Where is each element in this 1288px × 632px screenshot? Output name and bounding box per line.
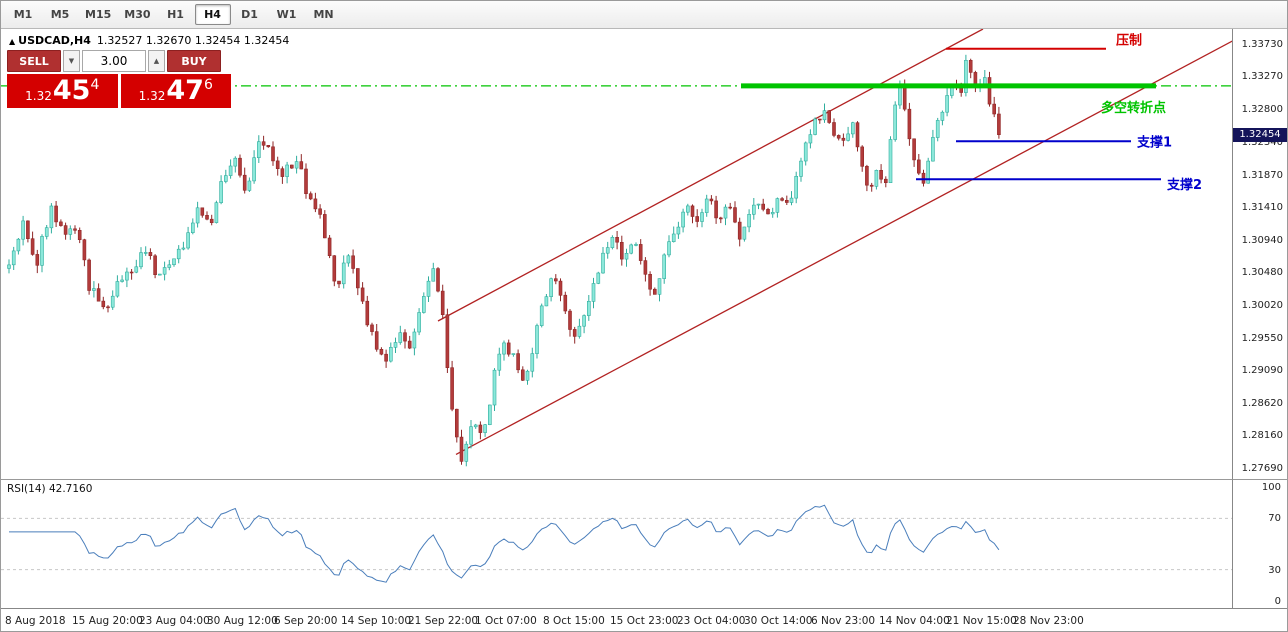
price-axis[interactable]: 1.33730 1.33270 1.32800 1.32340 1.31870 1.314… bbox=[1232, 29, 1287, 479]
buy-button[interactable]: BUY bbox=[167, 50, 221, 72]
symbol-direction-icon: ▲ bbox=[9, 37, 16, 46]
time-tick: 15 Oct 23:00 bbox=[610, 615, 679, 627]
time-tick: 15 Aug 20:00 bbox=[72, 615, 143, 627]
rsi-line bbox=[9, 504, 1000, 583]
price-tick: 1.31870 bbox=[1241, 170, 1283, 181]
price-tick: 1.30480 bbox=[1241, 267, 1283, 278]
bid-pip-digit: 4 bbox=[90, 77, 100, 93]
time-tick: 1 Oct 07:00 bbox=[475, 615, 537, 627]
resistance-label[interactable]: 压制 bbox=[1116, 33, 1142, 49]
bid-prefix: 1.32 bbox=[25, 89, 52, 103]
price-tick: 1.29550 bbox=[1241, 333, 1283, 344]
timeframe-m15[interactable]: M15 bbox=[85, 8, 112, 21]
timeframe-w1[interactable]: W1 bbox=[276, 8, 297, 21]
timeframe-h1[interactable]: H1 bbox=[167, 8, 184, 21]
price-tick: 1.31410 bbox=[1241, 202, 1283, 213]
price-tick: 1.33270 bbox=[1241, 71, 1283, 82]
timeframe-h4[interactable]: H4 bbox=[194, 4, 231, 25]
timeframe-mn[interactable]: MN bbox=[313, 8, 334, 21]
price-tick: 1.33730 bbox=[1241, 39, 1283, 50]
ask-pip-digit: 6 bbox=[203, 77, 213, 93]
support2-label[interactable]: 支撑2 bbox=[1166, 177, 1202, 193]
symbol-quotes: 1.32527 1.32670 1.32454 1.32454 bbox=[96, 34, 290, 47]
timeframe-d1[interactable]: D1 bbox=[241, 8, 258, 21]
time-tick: 14 Nov 04:00 bbox=[879, 615, 950, 627]
rsi-axis-tick: 100 bbox=[1261, 482, 1281, 493]
ask-prefix: 1.32 bbox=[138, 89, 166, 103]
sell-button[interactable]: SELL bbox=[7, 50, 61, 72]
rsi-chart-canvas[interactable] bbox=[1, 480, 1234, 608]
lot-increase-button[interactable]: ▲ bbox=[148, 50, 165, 72]
time-tick: 30 Aug 12:00 bbox=[207, 615, 278, 627]
ask-price-button[interactable]: 1.32 47 6 bbox=[120, 74, 231, 108]
symbol-header: ▲ USDCAD,H4 1.32527 1.32670 1.32454 1.3245… bbox=[9, 34, 289, 47]
time-tick: 8 Aug 2018 bbox=[5, 615, 66, 627]
price-tick: 1.29090 bbox=[1241, 365, 1283, 376]
timeframe-toolbar: M1 M5 M15 M30 H1 H4 D1 W1 MN bbox=[1, 1, 1287, 29]
lot-decrease-button[interactable]: ▼ bbox=[63, 50, 80, 72]
time-tick: 6 Nov 23:00 bbox=[811, 615, 876, 627]
time-tick: 23 Aug 04:00 bbox=[139, 615, 210, 627]
price-tick: 1.27690 bbox=[1241, 463, 1283, 474]
timeframe-m1[interactable]: M1 bbox=[13, 8, 33, 21]
time-tick: 14 Sep 10:00 bbox=[341, 615, 412, 627]
bid-big-digits: 45 bbox=[52, 75, 91, 106]
time-tick: 23 Oct 04:00 bbox=[677, 615, 746, 627]
timeframe-m30[interactable]: M30 bbox=[124, 8, 151, 21]
timeframe-m5[interactable]: M5 bbox=[50, 8, 70, 21]
price-tick: 1.28160 bbox=[1241, 430, 1283, 441]
time-tick: 28 Nov 23:00 bbox=[1013, 615, 1084, 627]
candles bbox=[7, 54, 1001, 467]
rsi-axis: 100 70 30 0 bbox=[1232, 479, 1287, 609]
bid-price-button[interactable]: 1.32 45 4 bbox=[7, 74, 118, 108]
rsi-name: RSI(14) bbox=[7, 483, 46, 495]
time-tick: 6 Sep 20:00 bbox=[274, 615, 338, 627]
time-axis[interactable]: 8 Aug 2018 15 Aug 20:00 23 Aug 04:00 30 Aug… bbox=[1, 608, 1287, 631]
rsi-axis-tick: 30 bbox=[1268, 565, 1281, 576]
current-price-badge: 1.32454 bbox=[1233, 128, 1287, 142]
support1-label[interactable]: 支撑1 bbox=[1136, 134, 1172, 150]
lot-size-input[interactable] bbox=[82, 50, 146, 72]
symbol-name: USDCAD,H4 bbox=[18, 34, 91, 47]
price-tick: 1.32800 bbox=[1241, 104, 1283, 115]
price-tick: 1.32340 bbox=[1241, 137, 1283, 148]
time-tick: 21 Nov 15:00 bbox=[946, 615, 1017, 627]
price-tick: 1.28620 bbox=[1241, 398, 1283, 409]
ask-big-digits: 47 bbox=[166, 75, 204, 106]
pivot-label[interactable]: 多空转折点 bbox=[1101, 100, 1166, 116]
time-tick: 21 Sep 22:00 bbox=[408, 615, 479, 627]
rsi-indicator-label: RSI(14) 42.7160 bbox=[7, 483, 92, 495]
rsi-axis-tick: 70 bbox=[1268, 513, 1281, 524]
time-tick: 30 Oct 14:00 bbox=[744, 615, 813, 627]
time-tick: 8 Oct 15:00 bbox=[543, 615, 605, 627]
trend-channel[interactable] bbox=[437, 29, 1234, 455]
rsi-pane bbox=[1, 479, 1234, 608]
rsi-axis-tick: 0 bbox=[1274, 596, 1281, 607]
rsi-value: 42.7160 bbox=[48, 483, 93, 495]
price-tick: 1.30020 bbox=[1241, 300, 1283, 311]
price-tick: 1.30940 bbox=[1241, 235, 1283, 246]
